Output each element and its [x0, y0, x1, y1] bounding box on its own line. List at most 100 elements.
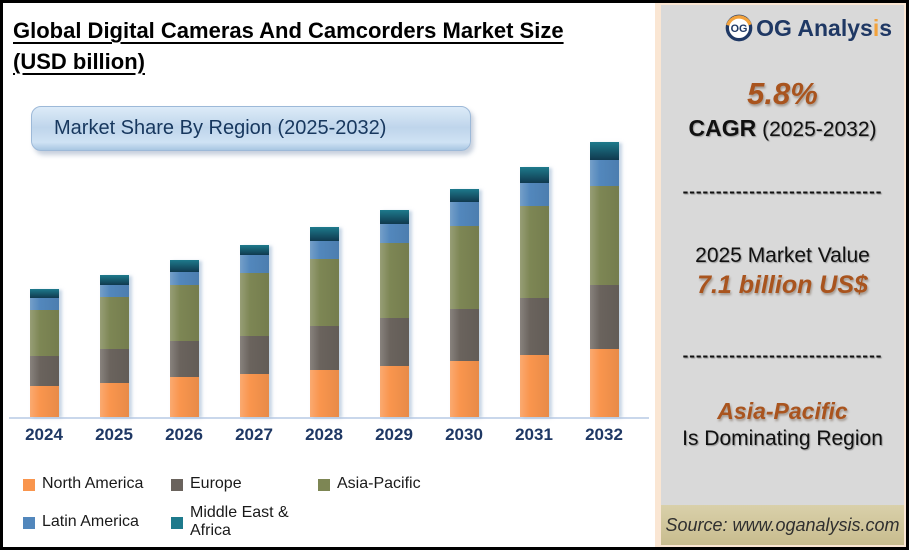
cagr-label: CAGR (2025-2032): [688, 115, 877, 141]
legend-label: Asia-Pacific: [337, 475, 421, 492]
x-axis-labels: 2024 2025 2026 2027 2028 2029 2030 2031 2032: [9, 425, 649, 445]
bar-segment-latin-america: [589, 160, 619, 186]
market-value: 7.1 billion US$: [697, 271, 868, 299]
bar-segment-north-america: [309, 370, 339, 417]
legend-item-middle-east-africa: Middle East & Africa: [171, 504, 318, 540]
legend-label: Middle East & Africa: [190, 504, 289, 539]
bar-segment-middle-east-africa: [379, 210, 409, 224]
bar-segment-asia-pacific: [519, 206, 549, 298]
legend-swatch-icon: [171, 478, 183, 491]
x-axis-label-2024: 2024: [25, 425, 63, 444]
page-title: Global Digital Cameras And Camcorders Ma…: [13, 15, 648, 77]
chart-subtitle-text: Market Share By Region (2025-2032): [54, 117, 387, 139]
bar-segment-north-america: [379, 366, 409, 417]
bar-segment-middle-east-africa: [29, 289, 59, 298]
bar-segment-asia-pacific: [239, 273, 269, 336]
source-attribution: Source: www.oganalysis.com: [661, 505, 904, 545]
stacked-bar: [29, 289, 59, 417]
bar-segment-asia-pacific: [309, 259, 339, 326]
legend-item-europe: Europe: [171, 475, 318, 493]
x-axis-label-2031: 2031: [515, 425, 553, 444]
brand-name: OG Analysis: [756, 14, 892, 41]
bar-segment-europe: [99, 349, 129, 383]
stacked-bar-chart: [9, 135, 649, 419]
stacked-bar: [99, 275, 129, 417]
title-line-1: Global Digital Cameras And Camcorders Ma…: [13, 18, 564, 43]
bar-segment-asia-pacific: [169, 285, 199, 341]
bar-segment-latin-america: [449, 202, 479, 226]
bar-segment-north-america: [29, 386, 59, 417]
bar-segment-north-america: [99, 383, 129, 417]
x-axis-label-2029: 2029: [375, 425, 413, 444]
title-line-2: (USD billion): [13, 49, 145, 74]
dominating-region: Asia-Pacific: [717, 398, 848, 424]
legend-swatch-icon: [318, 478, 330, 491]
bar-segment-middle-east-africa: [589, 142, 619, 160]
divider-dashed: ------------------------------: [682, 182, 883, 201]
bar-segment-europe: [169, 341, 199, 377]
brand-logo: OG OG Analysis: [724, 13, 892, 43]
bar-segment-asia-pacific: [99, 297, 129, 349]
chart-legend: North America Europe Asia-Pacific Latin Ame…: [23, 475, 623, 540]
chart-subtitle-badge: Market Share By Region (2025-2032): [31, 106, 471, 151]
bar-segment-latin-america: [309, 241, 339, 259]
sidebar: OG OG Analysis 5.8% CAGR (2025-2032) ---…: [655, 3, 906, 547]
stacked-bar: [589, 142, 619, 417]
stacked-bar: [309, 227, 339, 417]
bar-segment-europe: [29, 356, 59, 386]
legend-swatch-icon: [23, 516, 35, 529]
market-value-label: 2025 Market Value: [695, 244, 870, 267]
og-logo-monogram: OG: [731, 23, 748, 35]
bar-segment-latin-america: [519, 183, 549, 206]
x-axis-label-2026: 2026: [165, 425, 203, 444]
x-axis-label-2030: 2030: [445, 425, 483, 444]
dominating-region-label: Is Dominating Region: [682, 427, 883, 450]
bar-segment-europe: [379, 318, 409, 366]
bar-segment-asia-pacific: [589, 186, 619, 285]
chart-panel: Global Digital Cameras And Camcorders Ma…: [3, 3, 655, 547]
bar-2024: [9, 289, 79, 417]
bar-segment-north-america: [239, 374, 269, 417]
bar-2026: [149, 260, 219, 417]
divider-dashed: ------------------------------: [682, 346, 883, 365]
bar-segment-asia-pacific: [379, 243, 409, 318]
bar-segment-europe: [519, 298, 549, 355]
bar-2029: [359, 210, 429, 417]
x-axis-label-2025: 2025: [95, 425, 133, 444]
bar-segment-latin-america: [379, 224, 409, 243]
bar-segment-latin-america: [169, 272, 199, 285]
bar-2031: [499, 167, 569, 417]
bar-segment-north-america: [589, 349, 619, 417]
bar-segment-middle-east-africa: [309, 227, 339, 241]
legend-swatch-icon: [23, 478, 35, 491]
bar-2025: [79, 275, 149, 417]
legend-swatch-icon: [171, 516, 183, 529]
bar-segment-europe: [589, 285, 619, 349]
bar-segment-asia-pacific: [449, 226, 479, 309]
stacked-bar: [379, 210, 409, 417]
x-axis-label-2027: 2027: [235, 425, 273, 444]
bar-segment-europe: [309, 326, 339, 370]
og-logo-icon: OG: [725, 14, 753, 42]
legend-item-north-america: North America: [23, 475, 171, 493]
bar-segment-middle-east-africa: [169, 260, 199, 272]
x-axis-label-2028: 2028: [305, 425, 343, 444]
bar-2032: [569, 142, 639, 417]
bar-2028: [289, 227, 359, 417]
cagr-value: 5.8%: [747, 76, 818, 111]
bar-2030: [429, 189, 499, 417]
stacked-bar: [519, 167, 549, 417]
bar-segment-europe: [449, 309, 479, 361]
legend-label: Europe: [190, 475, 242, 492]
bar-segment-middle-east-africa: [239, 245, 269, 255]
bar-segment-latin-america: [99, 285, 129, 297]
bar-segment-north-america: [519, 355, 549, 417]
bar-segment-middle-east-africa: [99, 275, 129, 285]
legend-item-asia-pacific: Asia-Pacific: [318, 475, 623, 493]
legend-label: Latin America: [42, 513, 139, 530]
bar-segment-europe: [239, 336, 269, 374]
bar-segment-middle-east-africa: [449, 189, 479, 202]
bar-segment-middle-east-africa: [519, 167, 549, 183]
stacked-bar: [449, 189, 479, 417]
